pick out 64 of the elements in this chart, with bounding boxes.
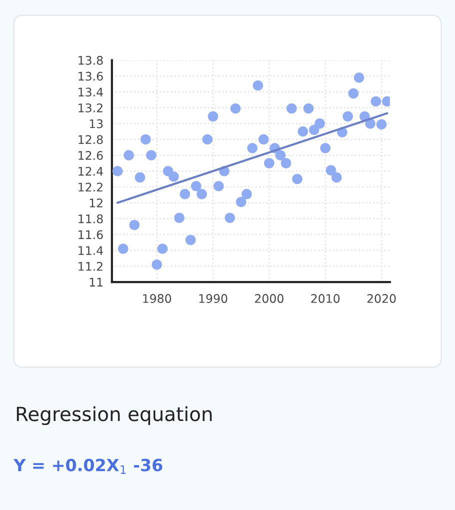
point [320, 142, 330, 154]
text: Regression equation [16, 406, 212, 426]
y-tick-label: 13 [90, 119, 103, 128]
text: Y = +0.02X$_{1}$ -36 [13, 458, 162, 474]
point [180, 188, 190, 200]
point [314, 118, 325, 129]
point [342, 111, 353, 122]
point [280, 158, 292, 168]
point [134, 172, 146, 183]
y-tick-label: 12.8 [78, 135, 103, 144]
y-tick-label: 11.6 [78, 230, 103, 240]
y-tick-label: 13.4 [78, 88, 103, 97]
point [168, 172, 179, 182]
point [252, 80, 264, 91]
point [140, 134, 151, 145]
x-tick-label: 1980 [143, 294, 172, 303]
point [292, 174, 302, 184]
point [124, 150, 134, 160]
point [308, 124, 320, 136]
point [191, 181, 202, 192]
x-tick-label: 2000 [255, 294, 284, 303]
point [242, 188, 252, 200]
point [258, 134, 269, 145]
point [208, 111, 218, 122]
point [298, 126, 308, 137]
point [146, 150, 156, 160]
point [376, 119, 387, 130]
point [118, 244, 128, 254]
x-tick-label: 1990 [199, 294, 228, 303]
y-tick-label: 12.6 [78, 150, 103, 160]
point [230, 103, 241, 114]
y-tick-label: 13.8 [78, 56, 103, 65]
point [224, 212, 236, 223]
y-tick-label: 11 [90, 278, 103, 287]
x-tick-label: 2020 [367, 294, 396, 303]
point [152, 259, 162, 270]
point [213, 181, 224, 192]
point [185, 234, 196, 246]
point [236, 196, 246, 208]
point [331, 172, 342, 183]
point [370, 96, 382, 107]
point [354, 72, 364, 83]
y-tick-label: 11.4 [78, 246, 103, 255]
x-tick-label: 2010 [311, 294, 340, 303]
y-tick-label: 13.6 [78, 72, 103, 81]
point [264, 158, 274, 168]
point [303, 103, 314, 114]
point [247, 142, 258, 154]
y-tick-label: 13.2 [78, 103, 102, 112]
y-tick-label: 12.2 [78, 182, 102, 192]
y-tick-label: 11.8 [78, 214, 103, 224]
point [326, 165, 336, 176]
point [202, 134, 213, 145]
y-tick-label: 12 [90, 198, 102, 208]
y-tick-label: 11.2 [78, 262, 102, 271]
point [129, 220, 140, 230]
point [157, 244, 168, 254]
y-tick-label: 12.4 [78, 166, 103, 176]
point [275, 150, 286, 160]
point [348, 88, 359, 99]
point [174, 212, 184, 223]
point [286, 103, 297, 114]
point [196, 188, 207, 200]
point [112, 166, 123, 176]
